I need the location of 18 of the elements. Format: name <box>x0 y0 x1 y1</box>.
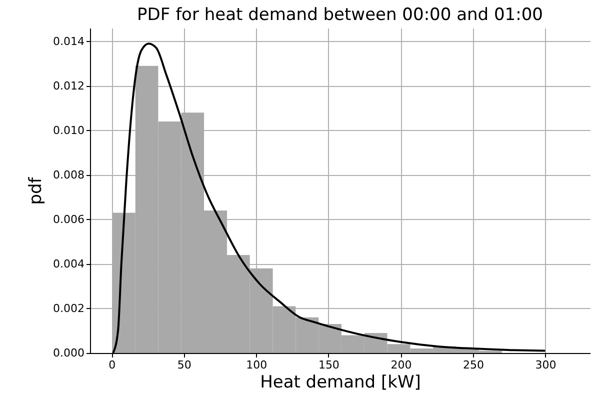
x-tick-label: 150 <box>318 358 340 372</box>
x-tick-label: 0 <box>108 358 116 372</box>
y-tick-label: 0.010 <box>53 124 84 137</box>
chart-title: PDF for heat demand between 00:00 and 01:00 <box>137 5 543 25</box>
x-tick-label: 300 <box>535 358 556 372</box>
y-tick-label: 0.012 <box>53 79 84 92</box>
x-tick-label: 100 <box>246 358 268 372</box>
x-axis-title: Heat demand [kW] <box>260 372 421 392</box>
y-tick-label: 0.008 <box>53 168 84 182</box>
x-tick-label: 50 <box>177 358 192 372</box>
y-tick-label: 0.006 <box>53 212 84 226</box>
x-tick-label: 250 <box>462 358 484 372</box>
y-tick-label: 0.014 <box>53 34 84 48</box>
y-axis-title: pdf <box>26 176 46 205</box>
y-tick-label: 0.000 <box>53 346 84 360</box>
y-tick-label: 0.004 <box>53 257 84 270</box>
x-tick-label: 200 <box>390 358 412 372</box>
y-tick-label: 0.002 <box>53 302 84 315</box>
